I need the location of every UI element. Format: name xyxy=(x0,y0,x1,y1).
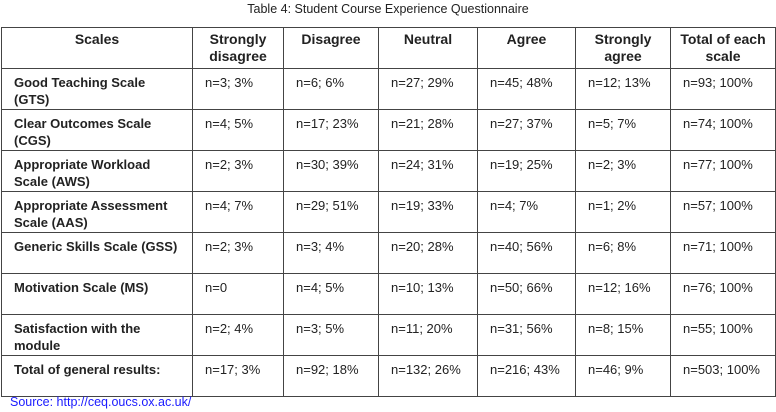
scale-name-cell: Appropriate Workload Scale (AWS) xyxy=(1,150,193,192)
table-row: Appropriate Assessment Scale (AAS) n=4; 7… xyxy=(1,191,776,233)
value-cell: n=3; 3% xyxy=(192,68,284,110)
column-header: Strongly agree xyxy=(575,27,671,69)
value-cell: n=55; 100% xyxy=(670,314,776,356)
value-cell: n=71; 100% xyxy=(670,232,776,274)
value-cell: n=0 xyxy=(192,273,284,315)
value-cell: n=2; 3% xyxy=(192,150,284,192)
value-cell: n=31; 56% xyxy=(477,314,576,356)
value-cell: n=3; 5% xyxy=(283,314,379,356)
source-link[interactable]: Source: http://ceq.oucs.ox.ac.uk/ xyxy=(10,395,192,409)
column-header: Strongly disagree xyxy=(192,27,284,69)
header-row: Scales Strongly disagree Disagree Neutral Ag… xyxy=(1,27,776,69)
value-cell: n=19; 25% xyxy=(477,150,576,192)
value-cell: n=46; 9% xyxy=(575,355,671,397)
value-cell: n=5; 7% xyxy=(575,109,671,151)
table-row: Generic Skills Scale (GSS) n=2; 3% n=3; 4%… xyxy=(1,232,776,274)
value-cell: n=50; 66% xyxy=(477,273,576,315)
value-cell: n=45; 48% xyxy=(477,68,576,110)
column-header: Agree xyxy=(477,27,576,69)
scale-name-cell: Good Teaching Scale (GTS) xyxy=(1,68,193,110)
value-cell: n=4; 5% xyxy=(283,273,379,315)
column-header: Disagree xyxy=(283,27,379,69)
scale-name-cell: Appropriate Assessment Scale (AAS) xyxy=(1,191,193,233)
value-cell: n=216; 43% xyxy=(477,355,576,397)
value-cell: n=12; 16% xyxy=(575,273,671,315)
value-cell: n=21; 28% xyxy=(378,109,478,151)
value-cell: n=503; 100% xyxy=(670,355,776,397)
scale-name-cell: Motivation Scale (MS) xyxy=(1,273,193,315)
value-cell: n=8; 15% xyxy=(575,314,671,356)
value-cell: n=6; 6% xyxy=(283,68,379,110)
value-cell: n=2; 4% xyxy=(192,314,284,356)
value-cell: n=19; 33% xyxy=(378,191,478,233)
value-cell: n=30; 39% xyxy=(283,150,379,192)
scale-name-cell: Generic Skills Scale (GSS) xyxy=(1,232,193,274)
value-cell: n=4; 7% xyxy=(192,191,284,233)
scale-name-cell: Clear Outcomes Scale (CGS) xyxy=(1,109,193,151)
column-header: Total of each scale xyxy=(670,27,776,69)
value-cell: n=57; 100% xyxy=(670,191,776,233)
value-cell: n=11; 20% xyxy=(378,314,478,356)
value-cell: n=74; 100% xyxy=(670,109,776,151)
value-cell: n=17; 23% xyxy=(283,109,379,151)
scale-name-cell: Satisfaction with the module xyxy=(1,314,193,356)
value-cell: n=12; 13% xyxy=(575,68,671,110)
value-cell: n=76; 100% xyxy=(670,273,776,315)
value-cell: n=40; 56% xyxy=(477,232,576,274)
questionnaire-table: Scales Strongly disagree Disagree Neutral Ag… xyxy=(1,27,776,397)
table-title: Table 4: Student Course Experience Quest… xyxy=(247,2,529,16)
table-row: Clear Outcomes Scale (CGS) n=4; 5% n=17; 2… xyxy=(1,109,776,151)
value-cell: n=6; 8% xyxy=(575,232,671,274)
value-cell: n=24; 31% xyxy=(378,150,478,192)
table-row: Appropriate Workload Scale (AWS) n=2; 3% n… xyxy=(1,150,776,192)
value-cell: n=4; 7% xyxy=(477,191,576,233)
value-cell: n=29; 51% xyxy=(283,191,379,233)
value-cell: n=17; 3% xyxy=(192,355,284,397)
total-row: Total of general results: n=17; 3% n=92; 1… xyxy=(1,355,776,397)
value-cell: n=2; 3% xyxy=(192,232,284,274)
table-row: Motivation Scale (MS) n=0 n=4; 5% n=10; 13%… xyxy=(1,273,776,315)
value-cell: n=132; 26% xyxy=(378,355,478,397)
value-cell: n=92; 18% xyxy=(283,355,379,397)
table-row: Satisfaction with the module n=2; 4% n=3; … xyxy=(1,314,776,356)
value-cell: n=2; 3% xyxy=(575,150,671,192)
value-cell: n=3; 4% xyxy=(283,232,379,274)
value-cell: n=4; 5% xyxy=(192,109,284,151)
value-cell: n=27; 37% xyxy=(477,109,576,151)
table-row: Good Teaching Scale (GTS) n=3; 3% n=6; 6% n… xyxy=(1,68,776,110)
column-header: Scales xyxy=(1,27,193,69)
value-cell: n=27; 29% xyxy=(378,68,478,110)
column-header: Neutral xyxy=(378,27,478,69)
value-cell: n=77; 100% xyxy=(670,150,776,192)
value-cell: n=93; 100% xyxy=(670,68,776,110)
value-cell: n=20; 28% xyxy=(378,232,478,274)
value-cell: n=1; 2% xyxy=(575,191,671,233)
scale-name-cell: Total of general results: xyxy=(1,355,193,397)
value-cell: n=10; 13% xyxy=(378,273,478,315)
